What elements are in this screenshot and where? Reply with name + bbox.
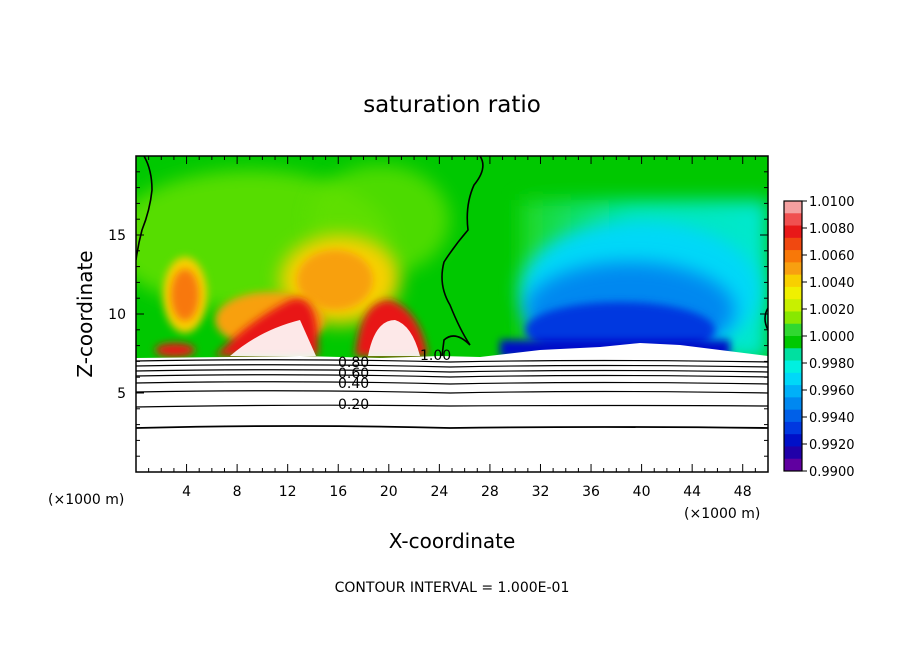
- x-axis: 4 8 12 16 20 24 28 32 36 40 44 48: [148, 156, 756, 500]
- x-tick-label: 28: [481, 484, 499, 500]
- x-tick-label: 24: [430, 484, 448, 500]
- colorbar-swatch: [784, 299, 802, 312]
- x-tick-label: 48: [734, 484, 752, 500]
- colorbar-swatch: [784, 409, 802, 423]
- colorbar-swatch: [784, 458, 802, 472]
- x-tick-label: 16: [329, 484, 347, 500]
- x-tick-label: 32: [532, 484, 550, 500]
- x-tick-label: 44: [683, 484, 701, 500]
- y-axis-title: Z-coordinate: [73, 250, 97, 377]
- contour-label-0-80: 0.80: [338, 355, 369, 371]
- colorbar-label: 1.0100: [809, 195, 855, 210]
- colorbar-swatch: [784, 286, 802, 300]
- y-tick-label: 15: [108, 228, 126, 244]
- colorbar-label: 1.0060: [809, 249, 855, 264]
- contour-labels: 1.00 0.80 0.60 0.40 0.20: [338, 348, 451, 413]
- contour-label-0-20: 0.20: [338, 397, 369, 413]
- plot-area: [136, 156, 768, 472]
- x-tick-label: 8: [233, 484, 242, 500]
- colorbar-label: 0.9920: [809, 438, 855, 453]
- colorbar-label: 1.0080: [809, 222, 855, 237]
- x-tick-label: 40: [633, 484, 651, 500]
- x-tick-label: 36: [582, 484, 600, 500]
- colorbar-swatch: [784, 225, 802, 239]
- colorbar-swatch: [784, 262, 802, 276]
- colorbar-swatch: [784, 348, 802, 362]
- colorbar-swatch: [784, 372, 802, 386]
- x-tick-label: 20: [380, 484, 398, 500]
- colorbar-swatch: [784, 274, 802, 288]
- colorbar-swatch: [784, 336, 802, 349]
- contour-lines-lower: [136, 359, 768, 429]
- colorbar-swatch: [784, 311, 802, 325]
- field-shading: [136, 165, 768, 360]
- colorbar-swatch: [784, 237, 802, 251]
- colorbar-label: 0.9980: [809, 357, 855, 372]
- contour-label-0-60: 0.60: [338, 366, 369, 382]
- colorbar-swatch: [784, 397, 802, 411]
- x-axis-unit-right: (×1000 m): [684, 506, 760, 522]
- contour-interval-note: CONTOUR INTERVAL = 1.000E-01: [335, 580, 570, 596]
- x-tick-label: 4: [182, 484, 191, 500]
- colorbar-label: 1.0020: [809, 303, 855, 318]
- colorbar-label: 1.0000: [809, 330, 855, 345]
- colorbar-swatch: [784, 213, 802, 227]
- y-tick-label: 10: [108, 307, 126, 323]
- colorbar-swatch: [784, 385, 802, 398]
- colorbar-label: 0.9900: [809, 465, 855, 480]
- y-tick-label: 5: [117, 386, 126, 402]
- contour-line-1-00: [136, 156, 768, 357]
- x-axis-title: X-coordinate: [389, 529, 516, 553]
- colorbar-label: 0.9960: [809, 384, 855, 399]
- y-axis: 5 10 15: [108, 171, 768, 457]
- colorbar-swatch: [784, 434, 802, 447]
- colorbar-label: 0.9940: [809, 411, 855, 426]
- colorbar: 1.0100 1.0080 1.0060 1.0040 1.0020 1.0000 0.99…: [783, 195, 855, 480]
- colorbar-label: 1.0040: [809, 276, 855, 291]
- colorbar-swatch: [784, 250, 802, 263]
- contour-label-0-40: 0.40: [338, 376, 369, 392]
- chart-title: saturation ratio: [363, 92, 541, 118]
- colorbar-swatch: [784, 446, 802, 460]
- colorbar-swatch: [784, 323, 802, 337]
- colorbar-swatch: [784, 360, 802, 374]
- contour-label-1-00: 1.00: [420, 348, 451, 364]
- x-axis-unit-left: (×1000 m): [48, 492, 124, 508]
- x-tick-label: 12: [279, 484, 297, 500]
- colorbar-swatch: [784, 421, 802, 435]
- colorbar-swatch: [784, 201, 802, 214]
